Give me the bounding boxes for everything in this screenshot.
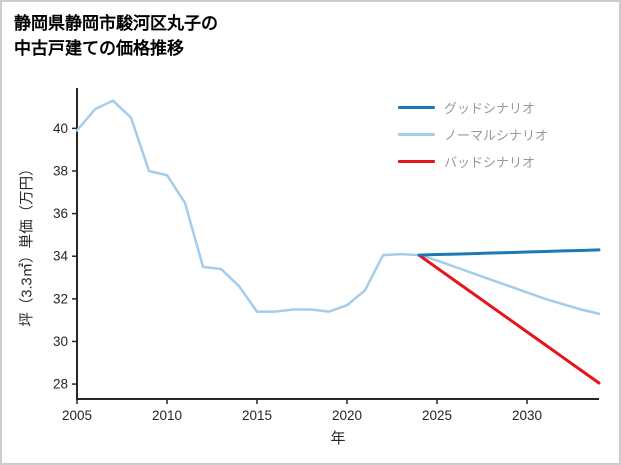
x-tick-label: 2005 <box>62 408 92 423</box>
chart-title: 静岡県静岡市駿河区丸子の 中古戸建ての価格推移 <box>14 12 218 61</box>
y-tick-label: 28 <box>53 377 68 392</box>
legend-label-bad-scenario: バッドシナリオ <box>444 155 536 170</box>
legend-item-bad-scenario[interactable]: バッドシナリオ <box>398 148 548 175</box>
chart-title-line2: 中古戸建ての価格推移 <box>14 38 184 58</box>
x-tick-label: 2015 <box>242 408 272 423</box>
chart-legend: グッドシナリオ ノーマルシナリオ バッドシナリオ <box>398 94 548 175</box>
y-axis-label: 坪（3.3㎡）単価（万円） <box>19 161 36 327</box>
x-tick-label: 2030 <box>512 408 542 423</box>
y-tick-label: 32 <box>53 291 68 306</box>
series-line-1 <box>75 99 601 316</box>
y-tick-label: 36 <box>53 206 68 221</box>
legend-label-normal-scenario: ノーマルシナリオ <box>444 128 549 143</box>
y-tick-label: 40 <box>53 121 68 136</box>
legend-item-good-scenario[interactable]: グッドシナリオ <box>398 94 548 121</box>
legend-label-good-scenario: グッドシナリオ <box>444 101 536 116</box>
y-tick-label: 30 <box>53 334 68 349</box>
series-line-0 <box>417 248 601 257</box>
x-tick-label: 2025 <box>422 408 452 423</box>
chart-title-line1: 静岡県静岡市駿河区丸子の <box>14 14 218 33</box>
good-scenario-line-swatch <box>398 106 435 109</box>
x-tick-label: 2010 <box>152 408 182 423</box>
x-axis-label: 年 <box>330 430 346 447</box>
y-tick-label: 38 <box>53 163 68 178</box>
x-tick-label: 2020 <box>332 408 362 423</box>
legend-item-normal-scenario[interactable]: ノーマルシナリオ <box>398 121 548 148</box>
series-line-2 <box>417 253 601 385</box>
normal-scenario-line-swatch <box>398 133 435 136</box>
bad-scenario-line-swatch <box>398 160 435 163</box>
y-tick-label: 34 <box>53 249 69 264</box>
